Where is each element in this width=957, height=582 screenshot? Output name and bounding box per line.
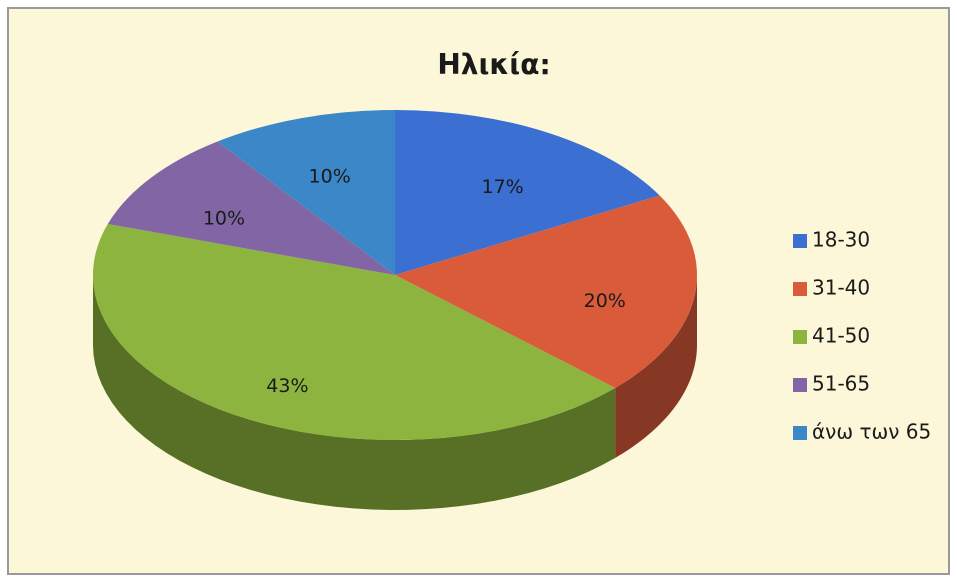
legend-swatch bbox=[793, 426, 807, 440]
legend-swatch bbox=[793, 234, 807, 248]
data-label: 17% bbox=[481, 176, 523, 198]
legend-label: 31-40 bbox=[812, 276, 870, 300]
data-label: 43% bbox=[266, 375, 308, 397]
pie-slice bbox=[395, 195, 697, 388]
data-label: 20% bbox=[584, 290, 626, 312]
legend-swatch bbox=[793, 282, 807, 296]
pie-slice bbox=[107, 141, 395, 275]
legend-label: 18-30 bbox=[812, 228, 870, 252]
pie-slice bbox=[395, 110, 660, 275]
pie-side bbox=[93, 275, 616, 510]
legend-swatch bbox=[793, 330, 807, 344]
pie-slice bbox=[217, 110, 395, 275]
legend-label: 41-50 bbox=[812, 324, 870, 348]
legend-swatch bbox=[793, 378, 807, 392]
pie-side bbox=[615, 275, 697, 458]
data-label: 10% bbox=[309, 166, 351, 188]
data-label: 10% bbox=[203, 208, 245, 230]
chart-title: Ηλικία: bbox=[437, 48, 550, 81]
legend-label: 51-65 bbox=[812, 372, 870, 396]
legend-label: άνω των 65 bbox=[812, 420, 931, 444]
pie-slice bbox=[92, 224, 616, 440]
